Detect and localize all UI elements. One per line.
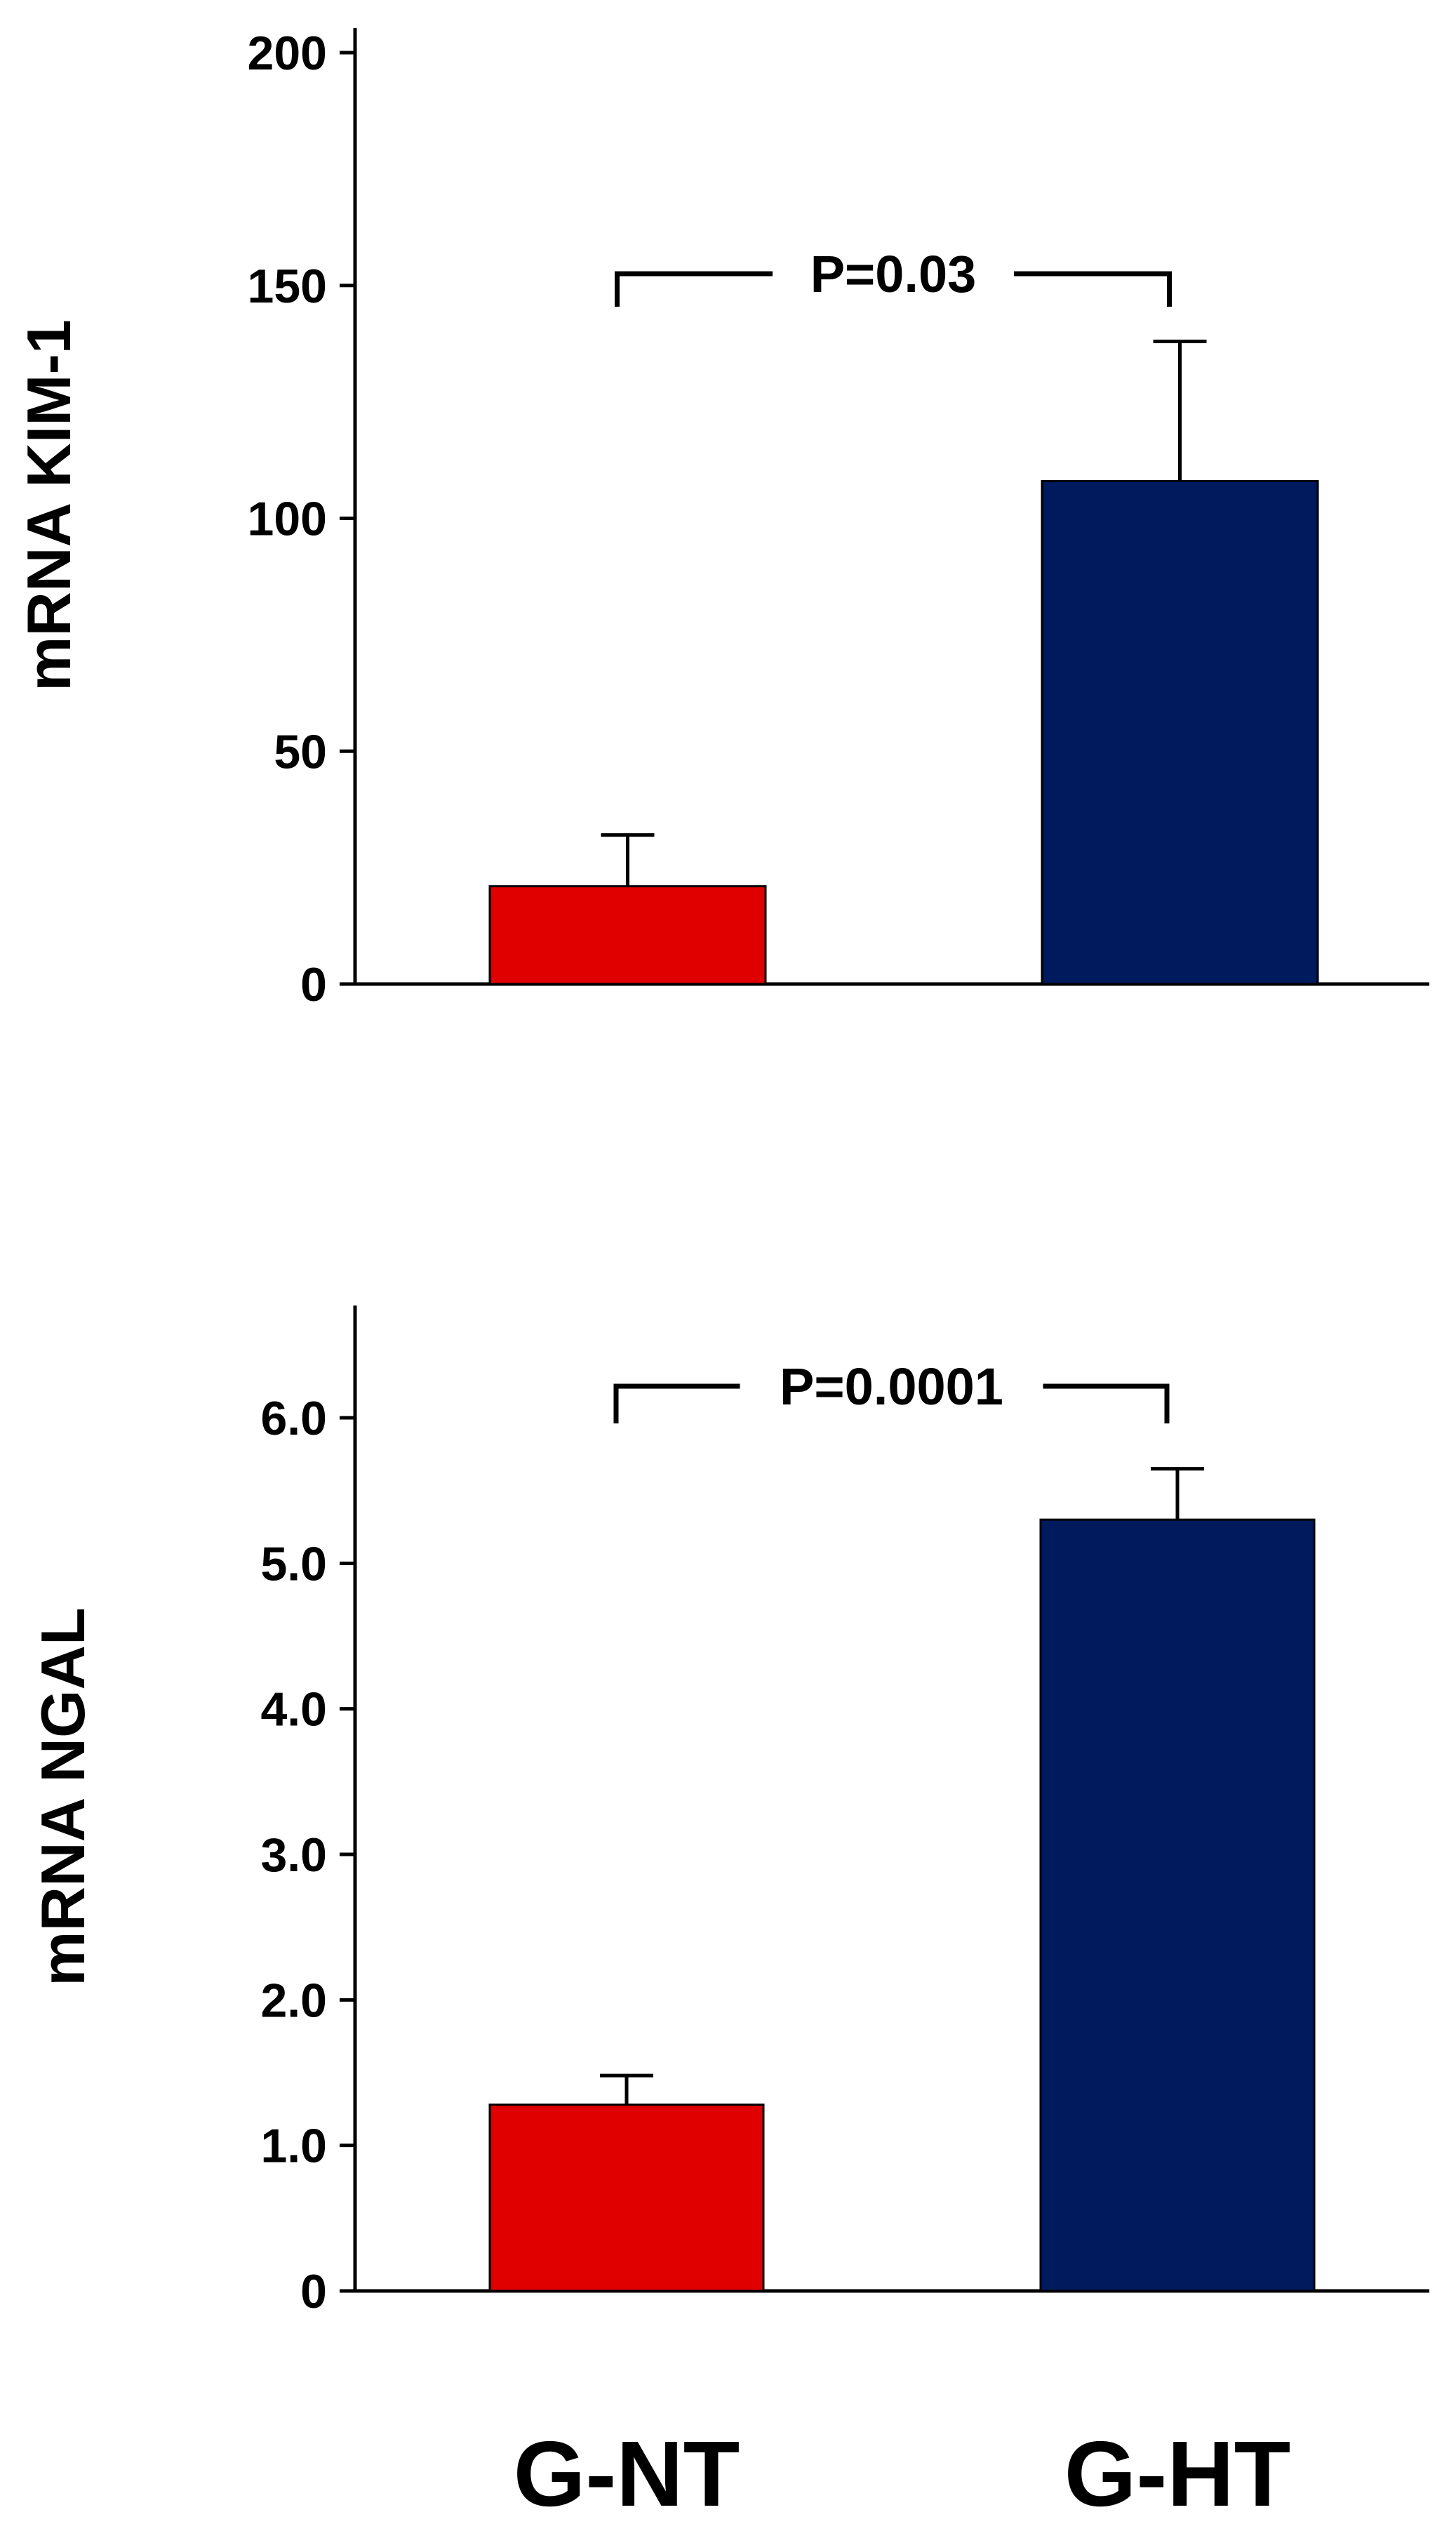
y-tick-label: 1.0 [260,2120,327,2173]
y-tick-label: 2.0 [260,1974,327,2027]
bar-g-nt [488,2104,765,2292]
p-value-label: P=0.03 [810,245,977,303]
bar-g-ht [1041,479,1319,985]
y-tick-label: 3.0 [260,1828,327,1882]
y-tick-label: 5.0 [260,1537,327,1590]
y-tick-label: 200 [248,27,327,80]
y-axis-label: mRNA KIM-1 [14,319,84,691]
category-label-g-nt: G-NT [514,2422,740,2525]
significance-bracket-left [615,271,773,307]
significance-bracket-left [613,1383,740,1423]
y-tick-label: 6.0 [260,1392,327,1445]
significance-bracket-right [1014,271,1172,307]
y-tick-label: 50 [274,725,327,778]
y-axis-label: mRNA NGAL [28,1607,98,1986]
significance-bracket-right [1043,1383,1170,1423]
y-tick-label: 150 [248,260,327,313]
bar-g-ht [1039,1518,1316,2292]
y-tick-label: 0 [300,2265,327,2318]
chart-panel-1: 0 50 100 150 200 mRNA KIM-1 P=0.03 [14,27,1429,1011]
chart-panel-2: 0 1.0 2.0 3.0 4.0 5.0 6.0 mRNA NGAL P=0.0001 G-NT… [28,1305,1429,2525]
bar-g-nt [488,885,767,985]
y-tick-label: 100 [248,493,327,546]
p-value-label: P=0.0001 [780,1357,1003,1416]
category-label-g-ht: G-HT [1064,2422,1291,2525]
y-tick-label: 0 [300,958,327,1011]
y-tick-label: 4.0 [260,1683,327,1736]
